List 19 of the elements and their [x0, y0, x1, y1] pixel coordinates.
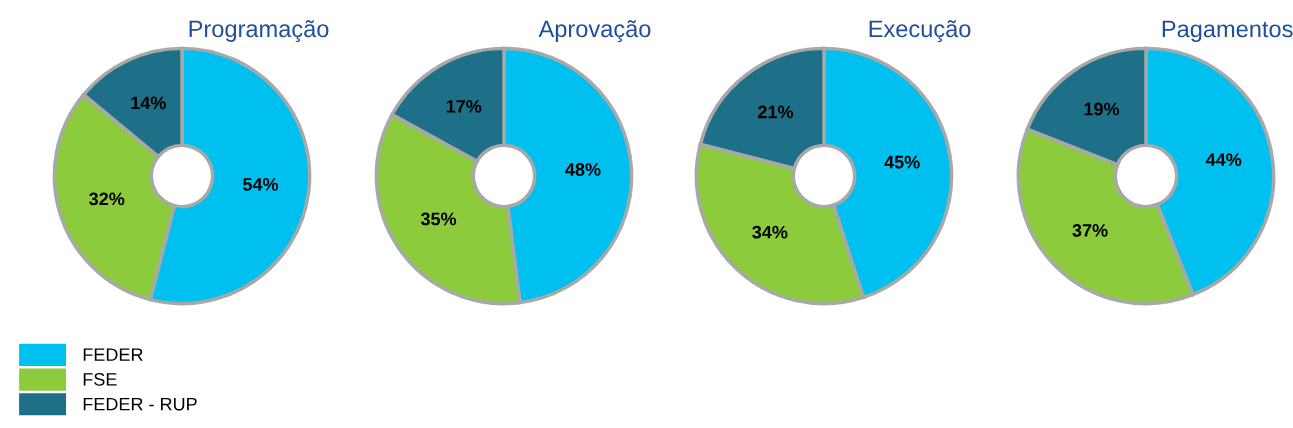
data-label: 14%: [131, 96, 166, 110]
data-label: 48%: [565, 163, 601, 176]
data-label: 32%: [89, 192, 125, 206]
chart-title: Execução: [869, 20, 971, 42]
legend-label: FEDER: [83, 348, 143, 361]
legend-label: FEDER - RUP: [83, 397, 197, 411]
chart-title: Programação: [189, 20, 329, 42]
data-label: 54%: [242, 178, 279, 191]
data-label: 21%: [758, 105, 794, 119]
data-label: 44%: [1205, 153, 1242, 166]
data-label: 45%: [884, 155, 920, 169]
chart-title: Pagamentos: [1162, 20, 1293, 42]
data-label: 34%: [752, 225, 788, 239]
data-label: 37%: [1072, 224, 1108, 237]
data-label: 35%: [420, 212, 457, 226]
legend-label: FSE: [83, 372, 117, 386]
chart-title: Aprovação: [538, 20, 651, 42]
data-label: 19%: [1084, 102, 1120, 116]
data-label: 17%: [446, 100, 482, 113]
